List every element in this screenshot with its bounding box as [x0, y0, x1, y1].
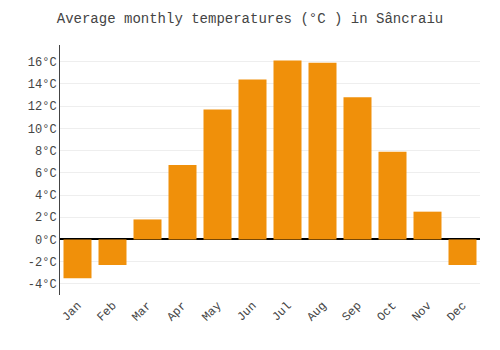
svg-text:Sep: Sep: [339, 299, 364, 324]
svg-text:16°C: 16°C: [28, 56, 57, 70]
svg-text:Dec: Dec: [444, 299, 469, 324]
svg-text:14°C: 14°C: [28, 78, 57, 92]
svg-text:12°C: 12°C: [28, 100, 57, 114]
svg-text:Oct: Oct: [374, 299, 399, 324]
svg-text:Jun: Jun: [234, 299, 259, 324]
svg-text:Aug: Aug: [304, 299, 329, 324]
svg-text:6°C: 6°C: [35, 167, 57, 181]
svg-text:Jan: Jan: [59, 299, 84, 324]
svg-text:Apr: Apr: [164, 299, 189, 324]
svg-text:2°C: 2°C: [35, 211, 57, 225]
svg-text:0°C: 0°C: [35, 234, 57, 248]
svg-text:May: May: [199, 299, 224, 324]
svg-text:-4°C: -4°C: [28, 278, 57, 292]
svg-text:Jul: Jul: [269, 299, 294, 324]
svg-text:Feb: Feb: [94, 299, 119, 324]
svg-text:Average monthly temperatures (: Average monthly temperatures (°C ) in Sâ…: [57, 11, 443, 27]
svg-text:10°C: 10°C: [28, 123, 57, 137]
svg-text:4°C: 4°C: [35, 189, 57, 203]
svg-text:Mar: Mar: [129, 299, 154, 324]
svg-text:Nov: Nov: [409, 299, 434, 324]
svg-text:8°C: 8°C: [35, 145, 57, 159]
svg-text:-2°C: -2°C: [28, 256, 57, 270]
